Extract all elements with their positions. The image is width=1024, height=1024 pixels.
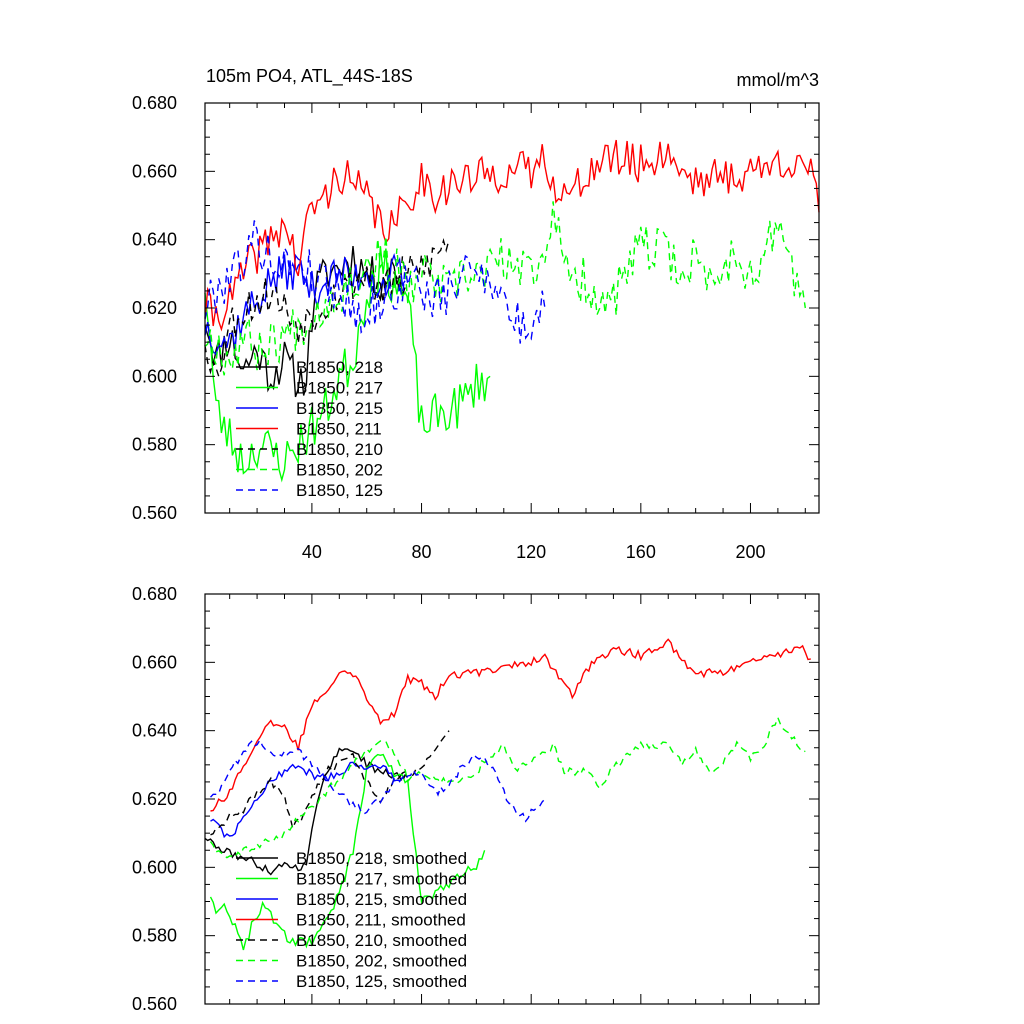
top-legend-label-5: B1850, 202 bbox=[296, 461, 383, 480]
bottom-series-line-3 bbox=[210, 638, 811, 812]
top-series-line-6 bbox=[204, 220, 546, 344]
top-series-line-3 bbox=[204, 139, 820, 332]
top-legend-label-3: B1850, 211 bbox=[296, 420, 382, 439]
bottom-y-tick-label: 0.660 bbox=[132, 652, 177, 672]
top-x-tick-label: 80 bbox=[412, 542, 432, 562]
bottom-series-line-5 bbox=[209, 715, 806, 859]
bottom-legend-label-2: B1850, 215, smoothed bbox=[296, 890, 467, 909]
top-y-tick-label: 0.680 bbox=[132, 93, 177, 113]
top-y-tick-label: 0.620 bbox=[132, 298, 177, 318]
top-y-tick-label: 0.600 bbox=[132, 366, 177, 386]
top-series-line-5 bbox=[204, 201, 806, 376]
bottom-y-tick-label: 0.600 bbox=[132, 857, 177, 877]
bottom-series-line-6 bbox=[209, 738, 546, 823]
top-legend-label-2: B1850, 215 bbox=[296, 399, 383, 418]
top-y-tick-label: 0.660 bbox=[132, 161, 177, 181]
bottom-series-line-4 bbox=[210, 730, 450, 836]
top-x-tick-label: 40 bbox=[302, 542, 322, 562]
bottom-legend-label-3: B1850, 211, smoothed bbox=[296, 911, 466, 930]
top-legend-label-0: B1850, 218 bbox=[296, 358, 383, 377]
top-y-tick-label: 0.580 bbox=[132, 435, 177, 455]
top-x-tick-label: 160 bbox=[626, 542, 656, 562]
bottom-series-line-0 bbox=[204, 747, 406, 876]
top-x-tick-label: 200 bbox=[735, 542, 765, 562]
top-y-tick-label: 0.640 bbox=[132, 230, 177, 250]
units-label: mmol/m^3 bbox=[737, 70, 819, 90]
top-legend-label-6: B1850, 125 bbox=[296, 481, 383, 500]
bottom-y-tick-label: 0.640 bbox=[132, 721, 177, 741]
bottom-y-tick-label: 0.560 bbox=[132, 994, 177, 1014]
top-x-tick-label: 120 bbox=[516, 542, 546, 562]
bottom-legend-label-5: B1850, 202, smoothed bbox=[296, 952, 467, 971]
bottom-panel: 0.560 0.580 0.600 0.620 0.640 0.660 0.680 B1850… bbox=[132, 584, 820, 1014]
bottom-series-group bbox=[204, 638, 811, 951]
bottom-legend: B1850, 218, smoothed B1850, 217, smoothed… bbox=[236, 849, 467, 991]
bottom-y-tick-label: 0.580 bbox=[132, 926, 177, 946]
top-panel: 0.560 0.580 0.600 0.620 0.640 0.660 0.680 40 80 1… bbox=[132, 93, 820, 562]
top-legend-label-4: B1850, 210 bbox=[296, 440, 383, 459]
bottom-legend-label-4: B1850, 210, smoothed bbox=[296, 931, 467, 950]
bottom-legend-label-0: B1850, 218, smoothed bbox=[296, 849, 467, 868]
plot-title: 105m PO4, ATL_44S-18S bbox=[206, 66, 413, 87]
top-y-tick-label: 0.560 bbox=[132, 503, 177, 523]
bottom-y-tick-label: 0.620 bbox=[132, 789, 177, 809]
top-series-line-4 bbox=[204, 238, 450, 379]
bottom-legend-label-1: B1850, 217, smoothed bbox=[296, 870, 467, 889]
bottom-legend-label-6: B1850, 125, smoothed bbox=[296, 972, 467, 991]
top-legend-label-1: B1850, 217 bbox=[296, 379, 383, 398]
bottom-series-line-2 bbox=[210, 761, 406, 839]
bottom-y-tick-label: 0.680 bbox=[132, 584, 177, 604]
